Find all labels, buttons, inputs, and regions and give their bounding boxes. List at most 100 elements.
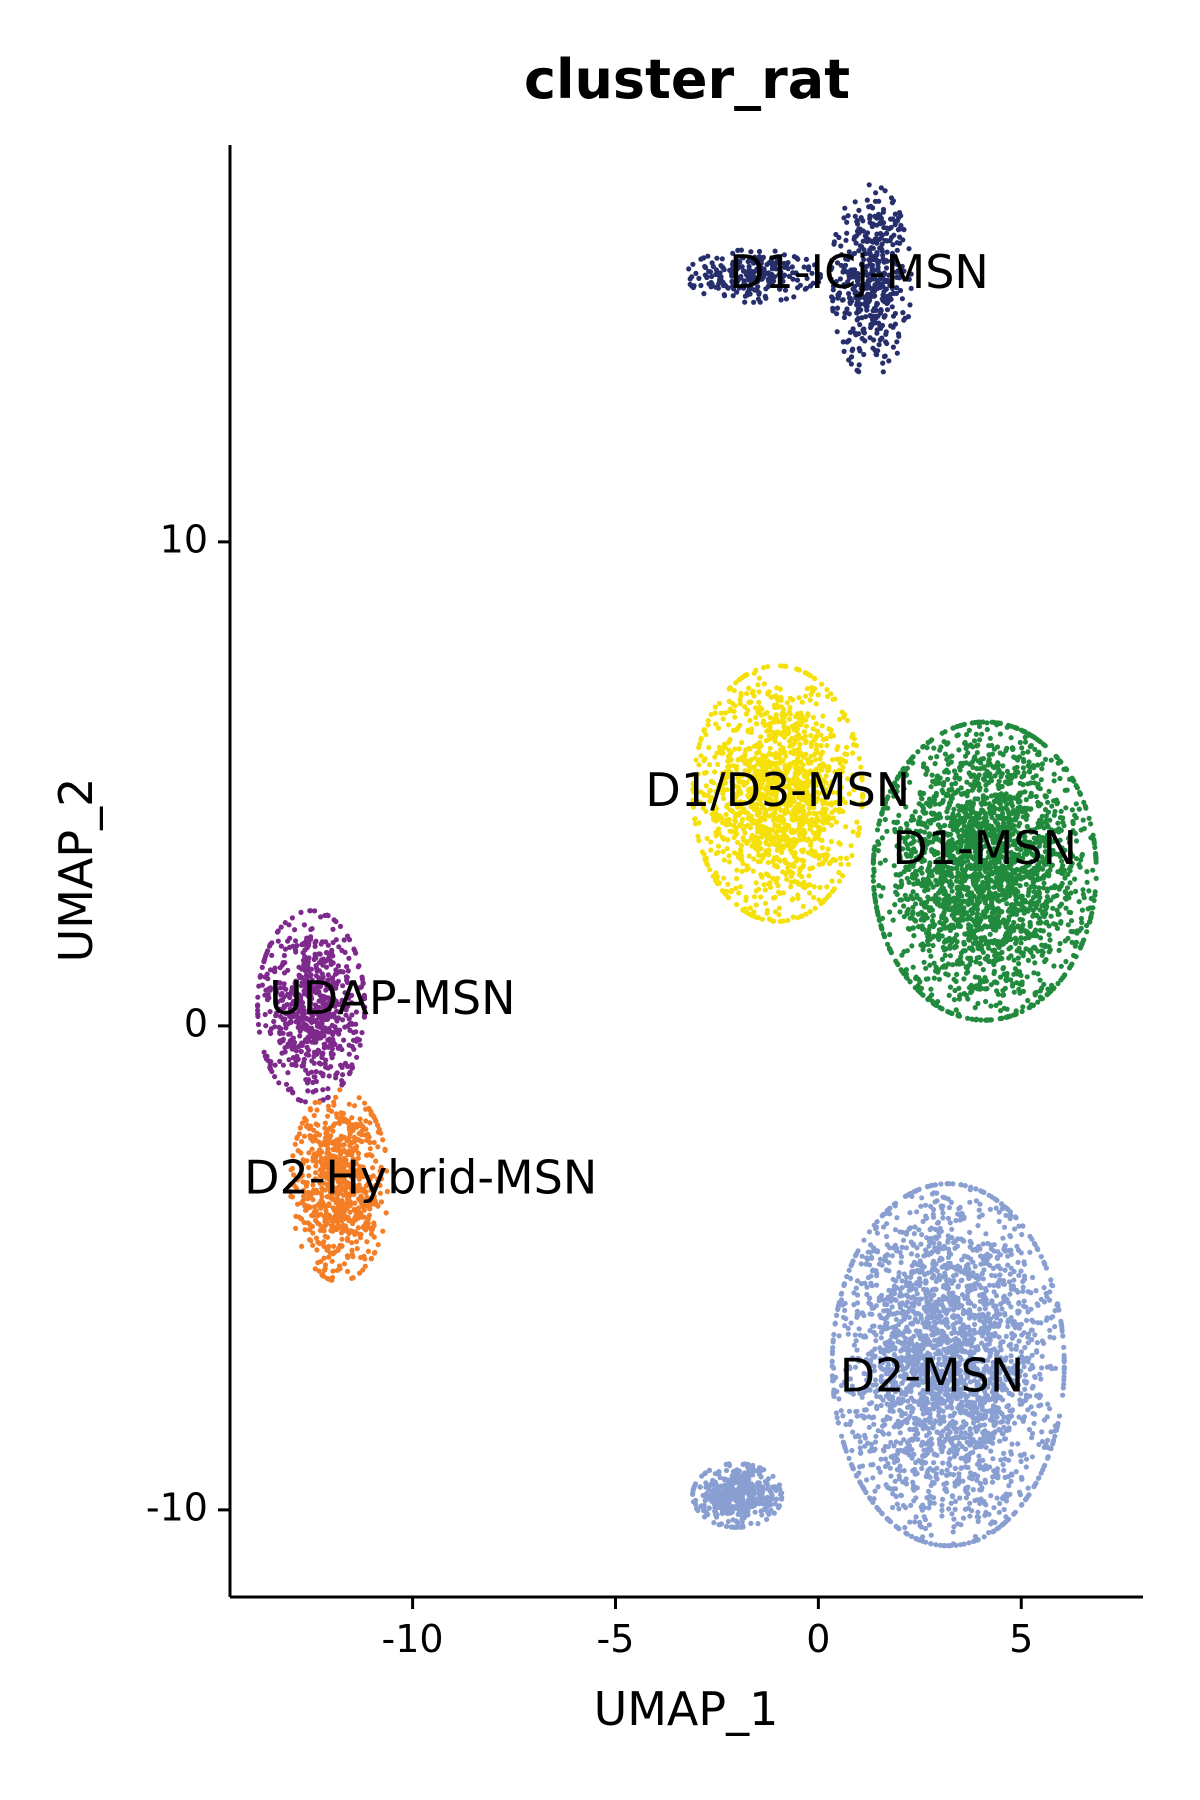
point <box>780 747 786 753</box>
point <box>965 1015 971 1021</box>
point <box>1076 806 1082 812</box>
point <box>1020 953 1026 959</box>
point <box>774 875 781 881</box>
point <box>814 728 821 734</box>
point <box>938 926 944 933</box>
point <box>976 772 982 778</box>
point <box>983 998 989 1005</box>
point <box>936 976 943 982</box>
point <box>852 199 858 205</box>
point <box>764 907 771 913</box>
point <box>1000 987 1006 994</box>
point <box>869 317 876 323</box>
point <box>1063 766 1069 773</box>
point <box>834 329 840 335</box>
point <box>933 781 939 787</box>
point <box>863 304 869 310</box>
point <box>879 915 886 921</box>
point <box>804 837 810 843</box>
point <box>769 827 776 833</box>
point <box>1089 910 1095 916</box>
point <box>947 984 954 990</box>
point <box>803 285 810 291</box>
point <box>845 213 851 219</box>
point <box>1009 801 1015 807</box>
point <box>738 849 744 855</box>
point <box>999 1015 1005 1022</box>
point <box>909 943 915 949</box>
point <box>732 714 738 720</box>
point <box>721 292 727 298</box>
point <box>933 877 939 883</box>
point <box>843 824 849 830</box>
point <box>1057 758 1063 764</box>
point <box>968 773 974 780</box>
point <box>1039 761 1045 767</box>
point <box>833 279 839 285</box>
point <box>931 797 938 803</box>
point <box>726 698 732 705</box>
point <box>807 697 813 703</box>
point <box>886 945 893 952</box>
point <box>930 942 936 949</box>
point <box>974 897 980 903</box>
point <box>871 337 877 343</box>
point <box>1003 748 1009 754</box>
point <box>877 818 883 824</box>
point <box>829 294 835 300</box>
point <box>847 254 853 260</box>
point <box>708 269 714 275</box>
point <box>979 731 985 737</box>
point <box>726 816 732 823</box>
point <box>930 913 936 919</box>
point <box>784 876 790 883</box>
point <box>1051 963 1057 969</box>
point <box>915 987 921 994</box>
point <box>872 236 879 242</box>
point <box>818 732 824 738</box>
point <box>753 721 760 727</box>
point <box>843 269 850 275</box>
point <box>868 245 874 251</box>
point <box>800 849 806 855</box>
point <box>866 182 872 188</box>
point <box>836 840 842 846</box>
point <box>857 322 863 328</box>
point <box>980 967 986 973</box>
point <box>856 207 862 213</box>
point <box>1003 977 1009 983</box>
point <box>850 829 856 835</box>
point <box>899 263 905 269</box>
point <box>920 744 926 750</box>
point <box>900 237 906 243</box>
point <box>734 289 740 295</box>
point <box>991 968 998 974</box>
point <box>1093 875 1099 882</box>
point <box>856 226 862 232</box>
point <box>897 240 903 246</box>
point <box>974 750 980 756</box>
point <box>867 215 873 222</box>
point <box>892 321 899 327</box>
point <box>976 787 982 793</box>
point <box>817 884 823 891</box>
point <box>715 843 722 849</box>
point <box>719 256 725 262</box>
point <box>977 719 983 725</box>
point <box>801 729 807 735</box>
point <box>262 974 268 980</box>
point <box>931 745 937 751</box>
point <box>888 224 894 231</box>
point <box>1081 826 1087 832</box>
point <box>764 710 770 716</box>
point <box>826 861 833 867</box>
point <box>298 909 304 916</box>
point <box>883 265 890 271</box>
point <box>1028 806 1034 812</box>
point <box>758 894 764 900</box>
point <box>1047 937 1053 943</box>
point <box>1011 754 1017 760</box>
point <box>1025 997 1031 1004</box>
point <box>987 735 993 741</box>
point <box>714 255 720 261</box>
